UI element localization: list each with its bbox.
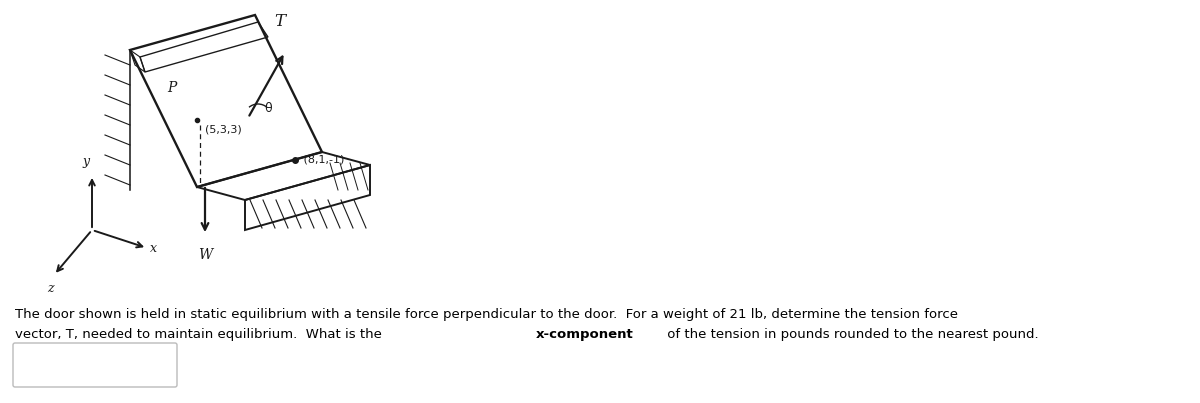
Text: P: P [167, 81, 176, 95]
Text: z: z [47, 282, 53, 295]
Text: T: T [275, 13, 286, 30]
Text: vector, T, needed to maintain equilibrium.  What is the: vector, T, needed to maintain equilibriu… [14, 328, 386, 341]
Text: of the tension in pounds rounded to the nearest pound.: of the tension in pounds rounded to the … [664, 328, 1039, 341]
Text: θ: θ [264, 102, 272, 114]
Text: x: x [150, 241, 157, 255]
Text: W: W [198, 248, 212, 262]
Text: y: y [83, 155, 90, 168]
Text: x-component: x-component [535, 328, 634, 341]
Text: (8,1,-1): (8,1,-1) [300, 155, 344, 165]
Text: The door shown is held in static equilibrium with a tensile force perpendicular : The door shown is held in static equilib… [14, 308, 958, 321]
Text: (5,3,3): (5,3,3) [205, 125, 241, 135]
